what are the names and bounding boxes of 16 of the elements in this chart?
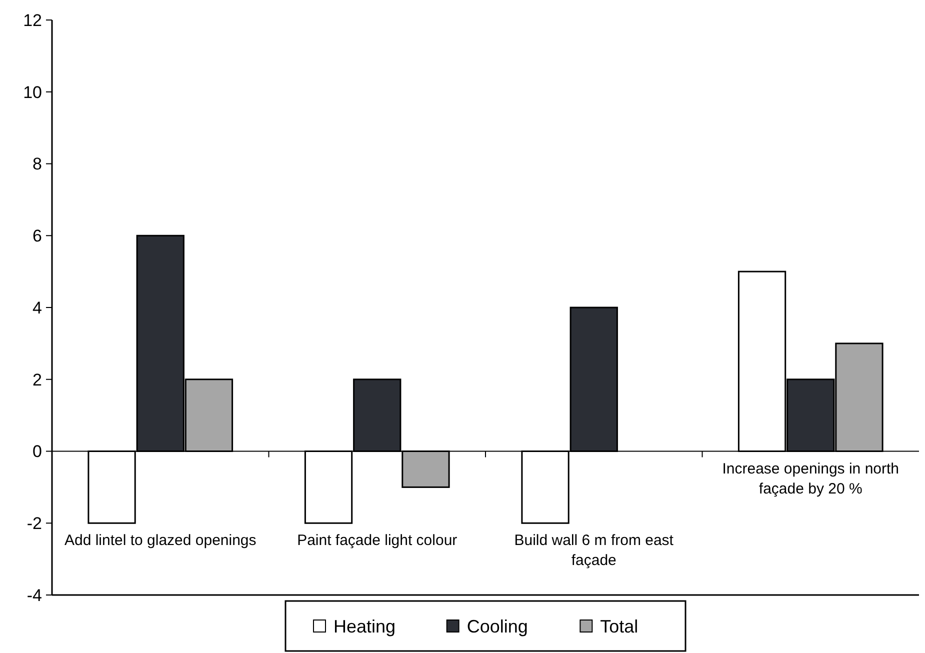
y-tick-label: -4 — [26, 586, 42, 605]
y-tick-label: 8 — [32, 154, 42, 174]
x-tick-label: Paint façade light colour — [297, 532, 458, 550]
y-tick-label: 4 — [32, 298, 42, 318]
y-tick-label: 0 — [32, 442, 42, 462]
y-tick-label: 12 — [23, 10, 42, 30]
legend-label: Cooling — [466, 616, 528, 636]
y-tick-label: 6 — [32, 226, 42, 246]
x-tick-label: Increase openings in north façade by 20 % — [722, 460, 900, 498]
y-tick-label: -2 — [26, 514, 42, 534]
y-tick-label: 2 — [32, 370, 42, 390]
x-tick-label: Add lintel to glazed openings — [64, 532, 256, 550]
legend-label: Heating — [334, 616, 396, 636]
x-tick-label: Build wall 6 m from east façade — [514, 532, 674, 570]
legend-label: Total — [600, 616, 638, 636]
y-tick-label: 10 — [23, 82, 42, 102]
